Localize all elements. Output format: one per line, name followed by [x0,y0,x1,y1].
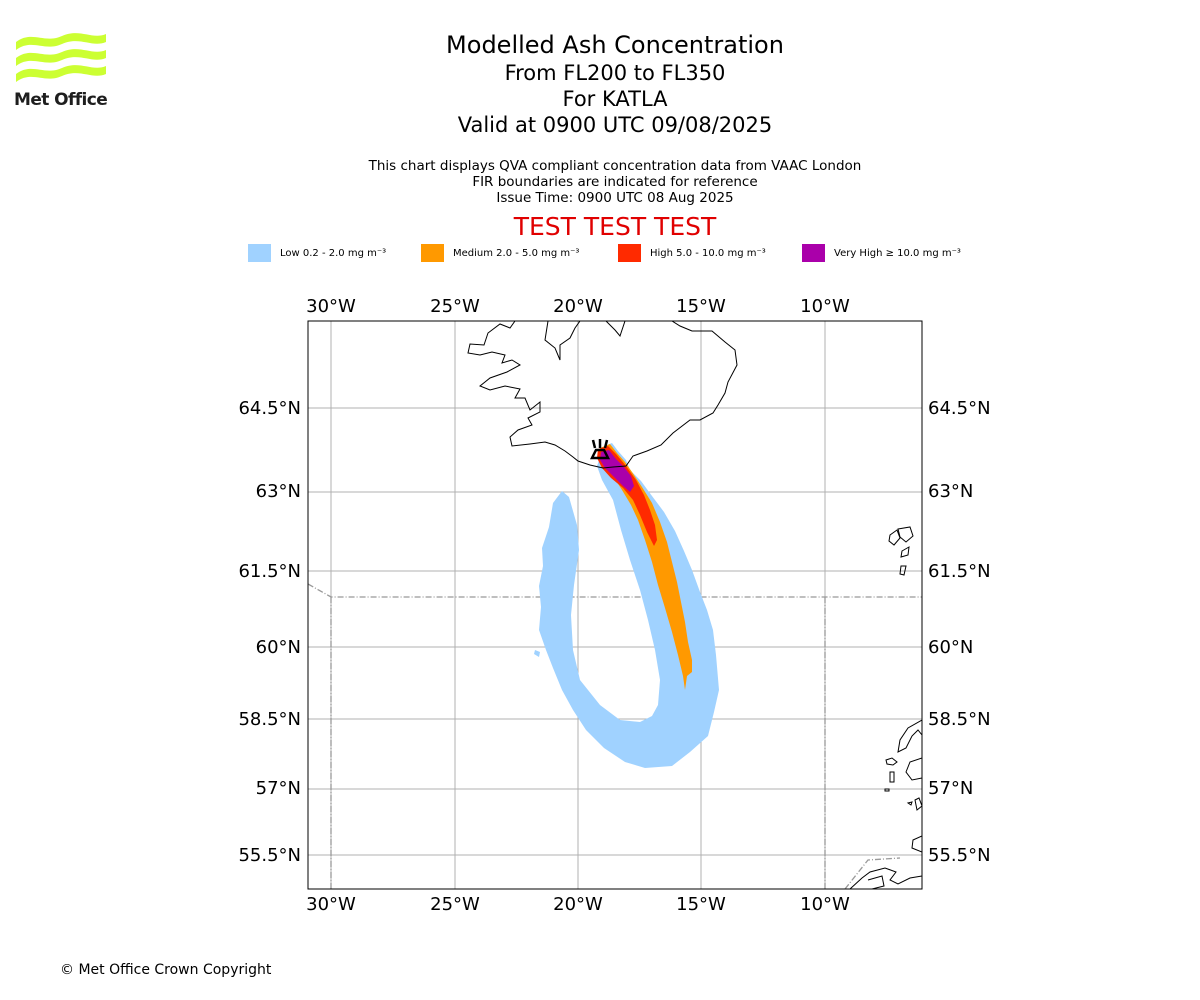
legend-label-medium: Medium 2.0 - 5.0 mg m⁻³ [453,247,580,259]
legend-swatch-medium [421,244,444,262]
lat-labels-left: 64.5°N 63°N 61.5°N 60°N 58.5°N 57°N 55.5… [238,398,301,866]
lat-label-left-57n: 57°N [256,778,301,799]
scotland-coastline [849,719,922,889]
lon-label-top-30w: 30°W [306,296,356,317]
volcano-icon [589,439,611,460]
volcano-name: For KATLA [562,87,668,111]
legend-item-high: High 5.0 - 10.0 mg m⁻³ [618,242,766,264]
legend-swatch-high [618,244,641,262]
iceland-fjord-coast [544,321,581,361]
graticule [308,321,922,889]
legend-swatch-low [248,244,271,262]
lat-label-left-63n: 63°N [256,481,301,502]
map-plot-area [308,321,922,889]
lon-label-top-20w: 20°W [553,296,603,317]
met-office-logo-text: Met Office [14,90,108,110]
legend-swatch-very-high [802,244,825,262]
fir-boundary [308,583,922,889]
lat-label-right-63n: 63°N [928,481,973,502]
description-line-2: FIR boundaries are indicated for referen… [472,174,758,190]
ash-area-very-high [600,450,634,492]
lat-label-left-64-5n: 64.5°N [238,398,301,419]
legend-item-very-high: Very High ≥ 10.0 mg m⁻³ [802,242,961,264]
lon-label-bottom-25w: 25°W [430,894,480,915]
lon-label-bottom-10w: 10°W [800,894,850,915]
legend-label-very-high: Very High ≥ 10.0 mg m⁻³ [834,247,961,259]
ash-area-low [534,443,719,768]
met-office-wave-icon [16,33,106,82]
map-frame [307,320,923,890]
lat-label-left-58-5n: 58.5°N [238,709,301,730]
legend-item-medium: Medium 2.0 - 5.0 mg m⁻³ [421,242,579,264]
met-office-logo: Met Office [14,30,109,112]
legend-label-low: Low 0.2 - 2.0 mg m⁻³ [280,247,387,259]
lat-label-right-60n: 60°N [928,637,973,658]
test-banner: TEST TEST TEST [513,212,717,241]
iceland-coastline [467,321,738,469]
chart-title-block: Modelled Ash Concentration From FL200 to… [0,30,1200,138]
concentration-legend: Low 0.2 - 2.0 mg m⁻³ Medium 2.0 - 5.0 mg… [0,242,1200,266]
lon-label-bottom-20w: 20°W [553,894,603,915]
lon-label-top-10w: 10°W [800,296,850,317]
lat-label-right-58-5n: 58.5°N [928,709,991,730]
copyright-notice: © Met Office Crown Copyright [60,962,272,978]
description-line-1: This chart displays QVA compliant concen… [368,158,862,174]
iceland-north-coast [605,321,626,338]
lon-labels-top: 30°W 25°W 20°W 15°W 10°W [306,296,850,317]
lat-label-left-55-5n: 55.5°N [238,845,301,866]
legend-item-low: Low 0.2 - 2.0 mg m⁻³ [248,242,386,264]
legend-label-high: High 5.0 - 10.0 mg m⁻³ [650,247,766,259]
lat-label-left-61-5n: 61.5°N [238,561,301,582]
lat-label-right-64-5n: 64.5°N [928,398,991,419]
lat-label-right-55-5n: 55.5°N [928,845,991,866]
lon-label-bottom-15w: 15°W [676,894,726,915]
lon-label-top-15w: 15°W [676,296,726,317]
chart-description: This chart displays QVA compliant concen… [0,158,1200,206]
lat-label-right-57n: 57°N [928,778,973,799]
lon-label-bottom-30w: 30°W [306,894,356,915]
faroe-islands [888,526,914,576]
chart-title: Modelled Ash Concentration [446,31,784,59]
flight-level-range: From FL200 to FL350 [504,61,726,85]
lon-labels-bottom: 30°W 25°W 20°W 15°W 10°W [306,894,850,915]
issue-time: Issue Time: 0900 UTC 08 Aug 2025 [496,190,734,206]
valid-time: Valid at 0900 UTC 09/08/2025 [457,113,773,137]
lat-label-left-60n: 60°N [256,637,301,658]
lat-label-right-61-5n: 61.5°N [928,561,991,582]
lon-label-top-25w: 25°W [430,296,480,317]
lat-labels-right: 64.5°N 63°N 61.5°N 60°N 58.5°N 57°N 55.5… [928,398,991,866]
